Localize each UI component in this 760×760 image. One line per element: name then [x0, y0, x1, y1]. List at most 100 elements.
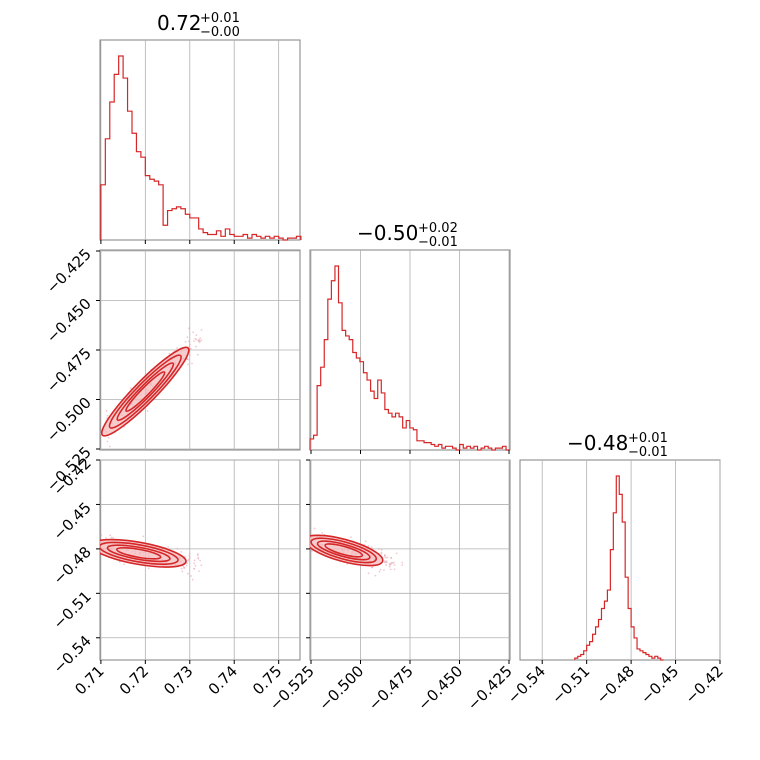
scatter-point-1-2-149	[383, 555, 386, 558]
scatter-point-1-2-137	[401, 561, 404, 564]
xtick-label-2-4: −0.42	[682, 662, 727, 707]
histogram-1	[309, 265, 510, 451]
ytick-label-2-3: −0.45	[50, 499, 95, 544]
scatter-point-0-2-90	[96, 537, 98, 539]
scatter-point-0-1-136	[188, 340, 190, 343]
scatter-point-1-2-108	[304, 539, 306, 541]
contour-0-1-0	[100, 346, 190, 437]
scatter-point-1-2-150	[306, 545, 308, 547]
title-0-lower: −0.00	[200, 25, 240, 40]
ytick-label-1-1: −0.500	[43, 394, 95, 446]
scatter-point-0-1-151	[105, 410, 108, 412]
contour-0-2-3	[115, 546, 162, 560]
panel-hist-1: −0.50 +0.02 −0.01	[309, 221, 511, 451]
scatter-point-0-2-44	[199, 559, 202, 562]
scatter-point-0-1-81	[187, 363, 190, 366]
scatter-point-0-1-148	[106, 440, 109, 443]
scatter-point-1-2-35	[321, 532, 324, 534]
scatter-point-0-2-11	[95, 539, 97, 541]
scatter-point-0-1-117	[200, 329, 203, 331]
scatter-point-1-2-123	[380, 551, 383, 554]
scatter-point-0-1-35	[198, 341, 201, 344]
xtick-label-0-1: 0.72	[116, 662, 152, 698]
scatter-point-0-1-99	[186, 358, 189, 361]
scatter-point-1-2-25	[388, 565, 391, 568]
panel-2d-1-2	[296, 459, 511, 661]
scatter-point-1-2-27	[307, 547, 309, 549]
contour-0-2-1	[100, 541, 179, 565]
scatter-point-0-2-133	[188, 558, 190, 561]
scatter-point-0-2-32	[95, 539, 97, 541]
scatter-point-0-2-91	[142, 535, 145, 538]
scatter-point-1-2-111	[385, 564, 388, 566]
title-1-lower: −0.01	[418, 235, 458, 250]
scatter-point-0-2-97	[200, 564, 203, 567]
scatter-point-1-2-155	[379, 568, 382, 571]
scatter-point-0-1-147	[188, 327, 190, 330]
scatter-point-1-2-140	[383, 561, 386, 564]
xtick-label-2-1: −0.51	[548, 662, 593, 707]
ytick-label-2-1: −0.51	[50, 587, 95, 632]
scatter-point-0-1-155	[108, 445, 111, 448]
panel-hist-2-frame	[519, 459, 721, 661]
scatter-point-0-2-144	[191, 578, 194, 581]
contour-0-2-0	[100, 538, 187, 568]
scatter-point-0-2-159	[118, 560, 121, 563]
scatter-point-1-2-122	[388, 562, 391, 565]
scatter-point-0-1-49	[196, 353, 199, 356]
contour-0-1-1	[108, 354, 182, 429]
scatter-point-1-2-52	[303, 542, 305, 544]
scatter-point-0-2-157	[96, 545, 98, 547]
scatter-point-0-2-72	[186, 562, 189, 565]
scatter-point-0-2-50	[97, 552, 99, 554]
contour-0-2-2	[106, 544, 171, 563]
panel-2d-0-2	[95, 459, 301, 661]
scatter-point-0-2-103	[180, 551, 183, 553]
scatter-point-1-2-11	[395, 552, 398, 555]
title-2-lower: −0.01	[628, 445, 668, 460]
scatter-point-0-1-127	[129, 387, 132, 389]
scatter-point-0-2-79	[98, 536, 100, 538]
scatter-point-0-1-88	[186, 336, 189, 338]
xtick-label-0-0: 0.71	[71, 662, 107, 698]
scatter-point-0-2-45	[176, 547, 179, 550]
scatter-point-0-1-33	[168, 352, 171, 355]
title-0-upper: +0.01	[200, 11, 240, 26]
scatter-point-1-2-157	[384, 554, 386, 557]
scatter-point-0-2-147	[180, 567, 183, 570]
scatter-point-0-2-99	[183, 567, 186, 569]
title-1-main: −0.50	[357, 221, 418, 245]
contour-1-2-0	[310, 534, 384, 567]
scatter-point-1-2-138	[380, 549, 383, 551]
panel-2d-1-2-density	[296, 527, 404, 577]
scatter-point-1-2-3	[378, 570, 381, 573]
xtick-label-2-0: −0.54	[504, 662, 549, 707]
scatter-point-0-2-12	[187, 572, 189, 575]
title-1-upper: +0.02	[418, 221, 458, 236]
xtick-label-1-2: −0.475	[365, 662, 417, 714]
xtick-label-1-4: −0.425	[464, 662, 516, 714]
contours-1-2	[310, 534, 384, 567]
xtick-label-1-1: −0.500	[315, 662, 367, 714]
ytick-label-2-2: −0.48	[50, 543, 95, 588]
scatter-point-0-1-107	[188, 343, 191, 346]
scatter-point-1-2-84	[371, 566, 374, 569]
scatter-point-1-2-65	[364, 540, 367, 543]
scatter-point-0-2-143	[110, 536, 113, 539]
panel-hist-0-grid	[100, 40, 280, 240]
scatter-point-1-2-78	[307, 540, 309, 542]
scatter-point-1-2-105	[296, 546, 298, 548]
scatter-point-0-2-87	[100, 534, 103, 536]
contour-0-1-3	[125, 371, 166, 413]
panel-2d-0-2-density	[95, 534, 203, 581]
scatter-point-0-1-79	[107, 436, 110, 439]
ytick-label-1-2: −0.475	[43, 344, 95, 396]
ytick-label-1-3: −0.450	[43, 295, 95, 347]
scatter-point-0-2-84	[182, 565, 185, 568]
scatter-point-0-1-64	[197, 339, 200, 342]
scatter-point-1-2-90	[389, 564, 391, 566]
scatter-point-1-2-86	[385, 561, 388, 564]
contour-1-2-2	[316, 540, 371, 561]
scatter-point-0-2-102	[193, 559, 196, 562]
